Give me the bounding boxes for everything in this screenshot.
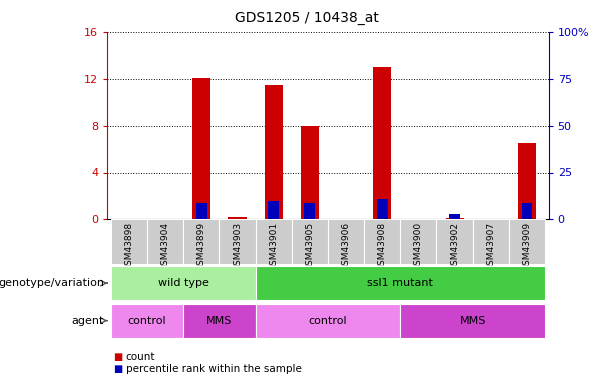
- Bar: [147, 219, 183, 264]
- Bar: [196, 202, 207, 219]
- Bar: [183, 219, 219, 264]
- Bar: [265, 85, 283, 219]
- Bar: [111, 219, 147, 264]
- Bar: [400, 219, 436, 264]
- Bar: [446, 218, 463, 219]
- Bar: [509, 219, 545, 264]
- Text: GSM43902: GSM43902: [450, 222, 459, 271]
- Bar: [219, 219, 256, 264]
- Text: GSM43905: GSM43905: [305, 222, 314, 271]
- Bar: [436, 219, 473, 264]
- Text: GSM43907: GSM43907: [486, 222, 495, 271]
- Text: percentile rank within the sample: percentile rank within the sample: [126, 364, 302, 374]
- Bar: [449, 214, 460, 219]
- Text: ■: ■: [113, 352, 123, 362]
- Bar: [111, 304, 183, 338]
- Text: GSM43900: GSM43900: [414, 222, 423, 271]
- Text: agent: agent: [72, 316, 104, 326]
- Text: GSM43899: GSM43899: [197, 222, 206, 271]
- Text: genotype/variation: genotype/variation: [0, 278, 104, 288]
- Bar: [364, 219, 400, 264]
- Text: control: control: [308, 316, 348, 326]
- Bar: [301, 126, 319, 219]
- Bar: [518, 143, 536, 219]
- Text: GSM43909: GSM43909: [522, 222, 531, 271]
- Text: wild type: wild type: [158, 278, 208, 288]
- Text: ■: ■: [113, 364, 123, 374]
- Text: GSM43908: GSM43908: [378, 222, 387, 271]
- Bar: [400, 304, 545, 338]
- Text: GSM43898: GSM43898: [124, 222, 134, 271]
- Bar: [377, 199, 387, 219]
- Bar: [256, 266, 545, 300]
- Bar: [522, 202, 532, 219]
- Bar: [473, 219, 509, 264]
- Bar: [305, 202, 315, 219]
- Bar: [373, 67, 391, 219]
- Text: ssl1 mutant: ssl1 mutant: [367, 278, 433, 288]
- Bar: [229, 217, 246, 219]
- Bar: [328, 219, 364, 264]
- Bar: [268, 201, 279, 219]
- Bar: [256, 304, 400, 338]
- Text: GSM43906: GSM43906: [341, 222, 351, 271]
- Bar: [256, 219, 292, 264]
- Bar: [292, 219, 328, 264]
- Text: MMS: MMS: [460, 316, 486, 326]
- Text: GSM43904: GSM43904: [161, 222, 170, 271]
- Text: GSM43903: GSM43903: [233, 222, 242, 271]
- Text: GDS1205 / 10438_at: GDS1205 / 10438_at: [235, 11, 378, 25]
- Bar: [111, 266, 256, 300]
- Text: GSM43901: GSM43901: [269, 222, 278, 271]
- Bar: [192, 78, 210, 219]
- Text: count: count: [126, 352, 155, 362]
- Text: MMS: MMS: [206, 316, 232, 326]
- Bar: [183, 304, 256, 338]
- Text: control: control: [128, 316, 166, 326]
